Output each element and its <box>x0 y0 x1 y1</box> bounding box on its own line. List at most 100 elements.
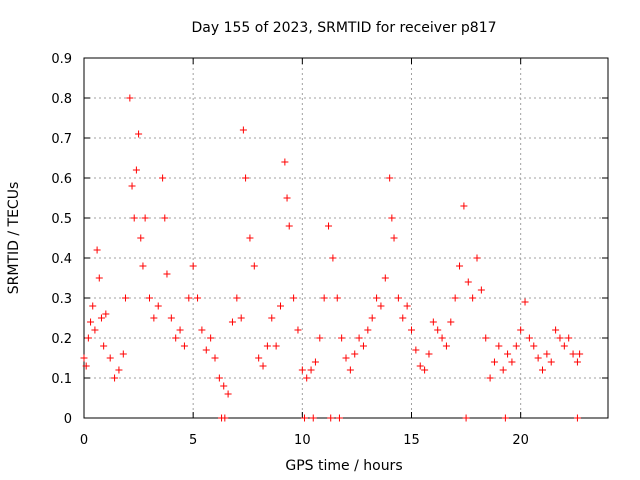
data-point <box>364 326 372 334</box>
data-point <box>135 130 143 138</box>
data-point <box>167 314 175 322</box>
data-point <box>95 274 103 282</box>
data-point <box>530 342 538 350</box>
data-point <box>434 326 442 334</box>
data-point <box>447 318 455 326</box>
data-point <box>119 350 127 358</box>
data-point <box>84 334 92 342</box>
data-point <box>132 166 140 174</box>
data-point <box>508 358 516 366</box>
data-point <box>128 182 136 190</box>
data-point <box>303 374 311 382</box>
data-point <box>250 262 258 270</box>
y-tick-label: 0.6 <box>51 172 72 187</box>
data-point <box>93 246 101 254</box>
data-point <box>185 294 193 302</box>
data-point <box>159 174 167 182</box>
y-tick-label: 0.9 <box>51 52 72 67</box>
data-point <box>408 326 415 334</box>
x-tick-label: 5 <box>189 433 197 448</box>
data-point <box>215 374 223 382</box>
zero-point <box>327 414 335 422</box>
data-point <box>154 302 162 310</box>
data-point <box>456 262 464 270</box>
zero-point <box>501 414 509 422</box>
data-point <box>329 254 337 262</box>
zero-point <box>309 414 317 422</box>
data-points <box>80 94 584 422</box>
data-point <box>211 354 219 362</box>
zero-point <box>221 414 229 422</box>
data-point <box>569 350 577 358</box>
data-point <box>388 214 396 222</box>
data-point <box>464 278 472 286</box>
data-point <box>97 314 105 322</box>
data-point <box>552 326 560 334</box>
data-point <box>259 362 267 370</box>
y-axis-label: SRMTID / TECUs <box>6 182 22 295</box>
data-point <box>316 334 324 342</box>
data-point <box>180 342 188 350</box>
data-point <box>283 194 291 202</box>
y-tick-label: 0.7 <box>51 132 72 147</box>
data-point <box>525 334 533 342</box>
data-point <box>333 294 341 302</box>
data-point <box>246 234 254 242</box>
data-point <box>560 342 568 350</box>
data-point <box>87 318 95 326</box>
data-point <box>469 294 477 302</box>
data-point <box>202 346 210 354</box>
data-point <box>504 350 512 358</box>
y-tick-label: 0.3 <box>51 292 72 307</box>
data-point <box>161 214 169 222</box>
y-tick-label: 0.1 <box>51 372 72 387</box>
data-point <box>102 310 110 318</box>
data-point <box>268 314 276 322</box>
data-point <box>163 270 171 278</box>
data-point <box>239 126 247 134</box>
data-point <box>255 354 263 362</box>
data-point <box>429 318 437 326</box>
y-tick-label: 0.2 <box>51 332 72 347</box>
data-point <box>390 234 398 242</box>
data-point <box>277 302 284 310</box>
x-tick-label: 10 <box>294 433 311 448</box>
data-point <box>121 294 129 302</box>
data-point <box>539 366 546 374</box>
data-point <box>342 354 350 362</box>
data-point <box>377 302 385 310</box>
data-point <box>137 234 145 242</box>
data-point <box>359 342 367 350</box>
data-point <box>547 358 555 366</box>
zero-point <box>573 414 581 422</box>
data-point <box>573 358 581 366</box>
data-point <box>386 174 394 182</box>
zero-point <box>335 414 343 422</box>
data-point <box>381 274 389 282</box>
data-point <box>233 294 241 302</box>
data-point <box>111 374 119 382</box>
data-point <box>126 94 134 102</box>
zero-point <box>301 414 309 422</box>
data-point <box>438 334 446 342</box>
data-point <box>512 342 520 350</box>
data-point <box>338 334 346 342</box>
data-point <box>473 254 481 262</box>
data-point <box>89 302 97 310</box>
data-point <box>237 314 245 322</box>
data-point <box>495 342 503 350</box>
data-point <box>486 374 494 382</box>
data-point <box>150 314 158 322</box>
zero-point <box>462 414 470 422</box>
y-tick-label: 0.8 <box>51 92 72 107</box>
data-point <box>521 298 529 306</box>
data-point <box>115 366 123 374</box>
data-point <box>482 334 490 342</box>
x-tick-label: 0 <box>80 433 88 448</box>
data-point <box>130 214 138 222</box>
data-point <box>189 262 197 270</box>
data-point <box>403 302 411 310</box>
data-point <box>263 342 271 350</box>
data-point <box>228 318 236 326</box>
data-point <box>139 262 147 270</box>
